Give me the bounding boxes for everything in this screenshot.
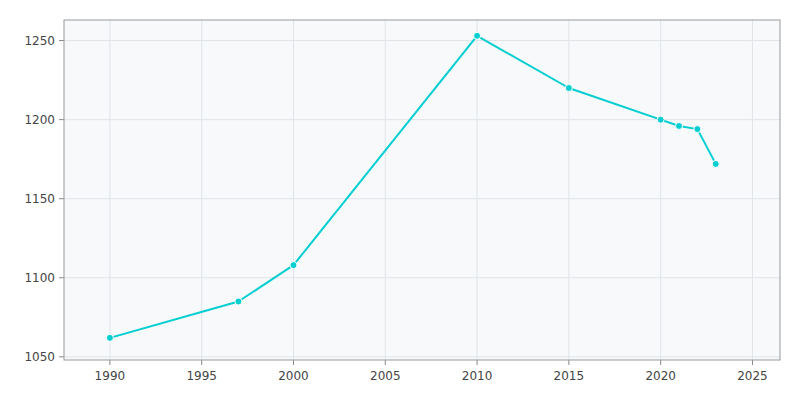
x-tick-label: 2010 xyxy=(462,369,493,383)
x-tick xyxy=(201,360,202,365)
x-tick-label: 2020 xyxy=(645,369,676,383)
y-grid-line xyxy=(64,40,780,41)
x-grid-line xyxy=(109,20,110,360)
y-tick xyxy=(59,277,64,278)
grid xyxy=(64,20,780,360)
data-point xyxy=(474,32,481,39)
x-tick-label: 1990 xyxy=(95,369,126,383)
data-point xyxy=(657,116,664,123)
x-tick xyxy=(568,360,569,365)
y-grid-line xyxy=(64,198,780,199)
y-tick-label: 1150 xyxy=(24,192,55,206)
y-tick-label: 1050 xyxy=(24,350,55,364)
plot-background xyxy=(64,20,780,360)
x-tick xyxy=(385,360,386,365)
x-tick-label: 1995 xyxy=(186,369,217,383)
x-grid-line xyxy=(752,20,753,360)
y-tick-label: 1100 xyxy=(24,271,55,285)
x-tick xyxy=(293,360,294,365)
x-grid-line xyxy=(293,20,294,360)
x-tick-label: 2000 xyxy=(278,369,309,383)
plot-frame xyxy=(64,20,780,360)
y-tick xyxy=(59,119,64,120)
x-grid-line xyxy=(660,20,661,360)
y-tick-label: 1200 xyxy=(24,113,55,127)
chart-svg: 1990 1995 2000 2005 2010 2015 2020 2025 1050 1100… xyxy=(0,0,800,400)
x-grid-line xyxy=(568,20,569,360)
data-point xyxy=(676,122,683,129)
x-tick-label: 2005 xyxy=(370,369,401,383)
x-grid-line xyxy=(385,20,386,360)
data-line xyxy=(110,36,716,338)
x-grid-line xyxy=(477,20,478,360)
data-point xyxy=(235,298,242,305)
y-grid-line xyxy=(64,277,780,278)
x-grid-line xyxy=(201,20,202,360)
x-tick xyxy=(109,360,110,365)
y-tick xyxy=(59,356,64,357)
data-point xyxy=(290,262,297,269)
y-tick xyxy=(59,40,64,41)
data-point xyxy=(565,85,572,92)
y-tick xyxy=(59,198,64,199)
y-tick-label: 1250 xyxy=(24,34,55,48)
y-grid-line xyxy=(64,119,780,120)
data-group xyxy=(106,32,719,341)
y-grid-line xyxy=(64,356,780,357)
data-point xyxy=(106,334,113,341)
x-tick-label: 2015 xyxy=(554,369,585,383)
x-tick xyxy=(752,360,753,365)
x-tick-label: 2025 xyxy=(737,369,768,383)
chart-container: 1990 1995 2000 2005 2010 2015 2020 2025 1050 1100… xyxy=(0,0,800,400)
tick-labels: 1990 1995 2000 2005 2010 2015 2020 2025 1050 1100… xyxy=(24,34,767,383)
x-tick xyxy=(660,360,661,365)
data-point xyxy=(712,160,719,167)
data-point xyxy=(694,126,701,133)
x-tick xyxy=(477,360,478,365)
